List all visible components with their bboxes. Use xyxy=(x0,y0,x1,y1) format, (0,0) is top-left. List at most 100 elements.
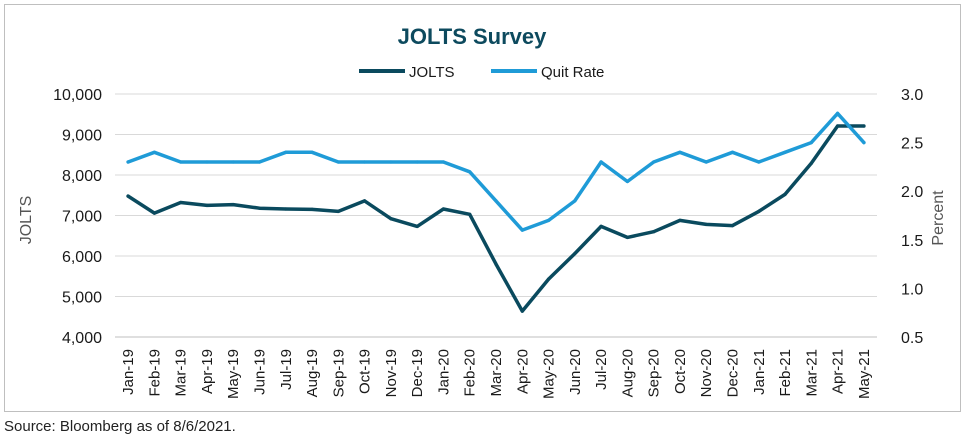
x-tick-label: Sep-19 xyxy=(330,349,347,397)
y2-axis-label: Percent xyxy=(930,190,947,246)
data-point-quit-rate xyxy=(730,150,735,154)
data-point-quit-rate xyxy=(310,150,314,154)
x-tick-label: Jul-19 xyxy=(278,349,295,390)
legend: JOLTS Quit Rate xyxy=(359,64,604,81)
x-tick-label: May-19 xyxy=(225,349,242,399)
x-tick-label: Nov-19 xyxy=(383,349,400,397)
y-axis-right: 0.5 1.0 1.5 2.0 2.5 3.0 xyxy=(901,87,923,347)
data-point-jolts xyxy=(809,161,813,165)
data-point-jolts xyxy=(599,224,603,228)
y-tick-label: 6,000 xyxy=(62,249,102,266)
y-tick-label: 5,000 xyxy=(62,290,102,307)
data-point-quit-rate xyxy=(468,170,472,174)
data-point-jolts xyxy=(179,200,183,205)
data-point-jolts xyxy=(336,209,340,213)
x-tick-label: Dec-19 xyxy=(409,349,426,397)
data-point-quit-rate xyxy=(783,150,787,154)
x-tick-label: Nov-20 xyxy=(698,349,715,397)
data-point-quit-rate xyxy=(441,160,445,164)
y-axis-left: 4,000 5,000 6,000 7,000 8,000 9,000 10,000 xyxy=(53,87,102,347)
data-point-quit-rate xyxy=(836,111,840,115)
x-tick-label: Apr-21 xyxy=(830,349,847,394)
data-point-jolts xyxy=(205,203,209,207)
data-point-quit-rate xyxy=(179,160,183,164)
data-point-quit-rate xyxy=(415,160,419,164)
data-point-jolts xyxy=(389,217,393,221)
data-point-quit-rate xyxy=(678,150,682,154)
y-axis-label: JOLTS xyxy=(18,196,35,245)
chart-title: JOLTS Survey xyxy=(398,24,548,49)
x-tick-label: Jan-19 xyxy=(120,349,137,395)
x-tick-label: Feb-19 xyxy=(146,349,163,397)
gridlines xyxy=(115,93,877,338)
data-point-quit-rate xyxy=(494,199,498,203)
data-point-jolts xyxy=(836,124,840,128)
data-point-jolts xyxy=(704,222,708,226)
chart-svg: JOLTS Survey JOLTS Quit Rate 4,000 5,000 6… xyxy=(18,24,947,399)
data-point-quit-rate xyxy=(862,141,866,145)
legend-label-jolts: JOLTS xyxy=(409,64,455,81)
data-point-jolts xyxy=(520,309,524,313)
data-point-jolts xyxy=(783,192,787,196)
data-point-jolts xyxy=(231,203,235,207)
y2-tick-label: 2.5 xyxy=(901,136,923,153)
x-tick-label: Oct-20 xyxy=(672,349,689,394)
data-point-jolts xyxy=(494,262,498,266)
data-point-jolts xyxy=(284,207,288,211)
x-tick-label: Mar-20 xyxy=(488,349,505,397)
data-point-quit-rate xyxy=(336,160,340,164)
source-note: Source: Bloomberg as of 8/6/2021. xyxy=(4,418,236,435)
y2-tick-label: 2.0 xyxy=(901,184,923,201)
data-point-jolts xyxy=(257,206,262,210)
data-point-jolts xyxy=(730,224,735,228)
data-point-jolts xyxy=(573,252,577,256)
x-tick-label: Mar-21 xyxy=(803,349,820,397)
y-tick-label: 10,000 xyxy=(53,87,102,104)
data-point-quit-rate xyxy=(363,160,367,164)
data-point-quit-rate xyxy=(284,150,288,154)
data-point-jolts xyxy=(363,199,367,203)
data-point-quit-rate xyxy=(704,160,708,164)
data-point-quit-rate xyxy=(520,228,524,232)
data-point-quit-rate xyxy=(126,160,130,164)
data-point-jolts xyxy=(441,207,445,211)
x-tick-label: Feb-20 xyxy=(462,349,479,397)
data-point-quit-rate xyxy=(257,160,262,164)
series-line-jolts xyxy=(126,124,866,313)
x-tick-label: Feb-21 xyxy=(777,349,794,397)
data-point-jolts xyxy=(547,277,551,281)
x-tick-label: May-21 xyxy=(856,349,873,399)
y2-tick-label: 1.0 xyxy=(901,281,923,298)
x-tick-label: Jun-20 xyxy=(567,349,584,395)
y-tick-label: 8,000 xyxy=(62,168,102,185)
data-point-jolts xyxy=(415,224,419,228)
x-axis: Jan-19 Feb-19 Mar-19 Apr-19 May-19 Jun-19 Jul-… xyxy=(115,336,877,399)
data-point-quit-rate xyxy=(547,218,551,222)
data-point-quit-rate xyxy=(389,160,393,164)
y2-tick-label: 0.5 xyxy=(901,330,923,347)
x-tick-label: Jan-21 xyxy=(751,349,768,395)
x-tick-label: Oct-19 xyxy=(357,349,374,394)
x-tick-label: Dec-20 xyxy=(724,349,741,397)
data-point-quit-rate xyxy=(599,160,603,164)
y-tick-label: 4,000 xyxy=(62,330,102,347)
data-point-jolts xyxy=(152,211,156,215)
data-point-quit-rate xyxy=(231,160,235,164)
y-tick-label: 9,000 xyxy=(62,128,102,145)
data-point-jolts xyxy=(310,207,314,211)
data-point-quit-rate xyxy=(652,160,656,164)
x-tick-label: Apr-19 xyxy=(199,349,216,394)
data-point-quit-rate xyxy=(757,160,761,164)
data-point-quit-rate xyxy=(573,199,577,203)
chart-frame: JOLTS Survey JOLTS Quit Rate 4,000 5,000 6… xyxy=(4,4,961,412)
data-point-jolts xyxy=(678,218,682,222)
series-layer xyxy=(126,111,866,313)
x-tick-label: Mar-19 xyxy=(173,349,190,397)
x-tick-label: Sep-20 xyxy=(646,349,663,397)
data-point-quit-rate xyxy=(152,150,156,154)
y-tick-label: 7,000 xyxy=(62,209,102,226)
data-point-quit-rate xyxy=(625,179,630,184)
y2-tick-label: 1.5 xyxy=(901,233,923,250)
x-tick-label: Aug-20 xyxy=(619,349,636,397)
x-tick-label: Jun-19 xyxy=(252,349,269,395)
